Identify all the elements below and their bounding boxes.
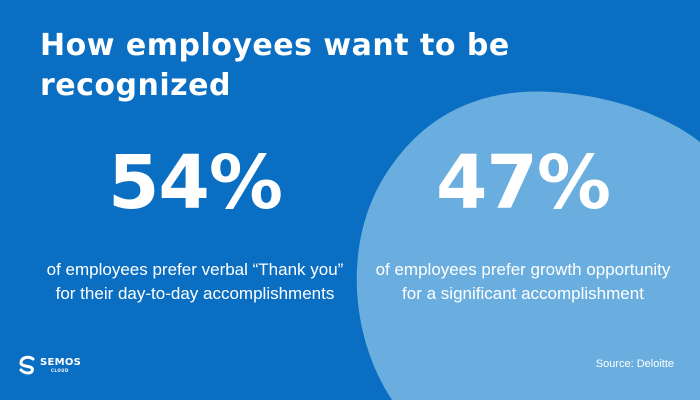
source-credit: Source: Deloitte (595, 358, 674, 370)
semos-cloud-logo: SEMOS CLOUD (18, 354, 88, 378)
semos-cloud-logo-icon (19, 355, 35, 375)
stat-description: of employees prefer verbal “Thank you” f… (46, 260, 344, 303)
stat-value: 54% (107, 140, 283, 226)
stat-description: of employees prefer growth opportunity f… (375, 260, 671, 303)
page-title: How employees want to be recognized (40, 28, 510, 103)
accent-blob (356, 91, 700, 400)
logo-name: SEMOS (40, 357, 82, 368)
stat-value: 47% (435, 140, 611, 226)
logo-subtitle: CLOUD (51, 368, 69, 373)
